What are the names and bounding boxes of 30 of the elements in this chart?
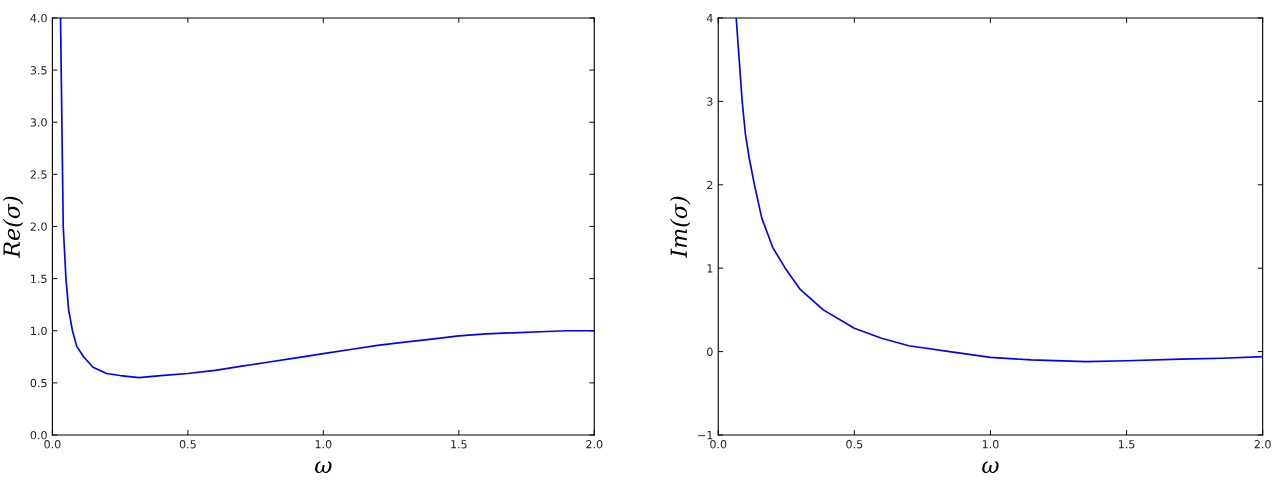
x-tick-label: 1.0	[315, 440, 332, 449]
y-tick-label: 4.0	[30, 13, 47, 23]
y-tick-label: 1	[707, 264, 713, 273]
y-axis-title: Im(σ)	[669, 196, 691, 258]
y-tick-label: 3.5	[30, 66, 47, 75]
x-tick-label: 1.0	[982, 440, 999, 449]
y-tick-label: 3	[707, 97, 713, 106]
y-tick-label: 2	[707, 180, 713, 189]
y-tick-label: 2.0	[30, 222, 47, 231]
y-tick-label: 1.0	[31, 326, 47, 336]
y-tick-label: 0.5	[30, 378, 47, 388]
y-tick-label: 1.5	[31, 274, 47, 283]
line-series	[735, 17, 1263, 363]
y-tick-label: −1	[698, 431, 713, 440]
y-tick-label: 3.0	[30, 118, 47, 127]
y-axis-title: Re(σ)	[2, 196, 24, 259]
y-tick-label: 4	[706, 14, 713, 23]
y-tick-label: 2.5	[30, 170, 47, 179]
x-tick-label: 2.0	[1254, 440, 1271, 449]
x-tick-label: 1.5	[1118, 440, 1135, 449]
x-axis-title: ω	[315, 461, 332, 474]
x-tick-label: 0.5	[179, 440, 196, 449]
x-tick-label: 2.0	[586, 440, 603, 449]
y-tick-label: 0	[707, 347, 713, 356]
y-tick-label: 0.0	[30, 430, 47, 440]
x-tick-label: 0.0	[44, 440, 61, 449]
x-tick-label: 1.5	[451, 440, 467, 449]
line-series	[59, 17, 595, 379]
x-tick-label: 0.5	[846, 440, 863, 449]
x-axis-title: ω	[982, 461, 999, 474]
